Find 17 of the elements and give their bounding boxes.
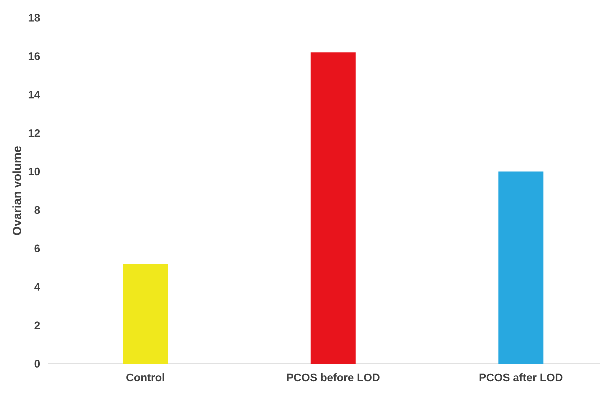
bar [123, 264, 168, 364]
x-tick-label: PCOS before LOD [287, 374, 380, 382]
y-tick-label: 8 [34, 206, 40, 214]
y-tick-label: 14 [28, 91, 40, 99]
y-tick-label: 12 [28, 130, 40, 138]
y-tick-label: 0 [34, 360, 40, 368]
x-tick-label: PCOS after LOD [480, 374, 563, 382]
bar [310, 52, 356, 364]
y-tick-label: 18 [28, 14, 40, 22]
y-tick-label: 6 [34, 244, 40, 253]
y-tick-label: 16 [28, 52, 40, 60]
y-tick-label: 2 [34, 322, 40, 330]
y-tick-label: 10 [28, 168, 40, 176]
bar [498, 172, 544, 364]
x-tick-label: Control [126, 374, 164, 382]
y-tick-label: 4 [34, 283, 40, 291]
y-axis-title: Ovarian volume [12, 146, 22, 236]
